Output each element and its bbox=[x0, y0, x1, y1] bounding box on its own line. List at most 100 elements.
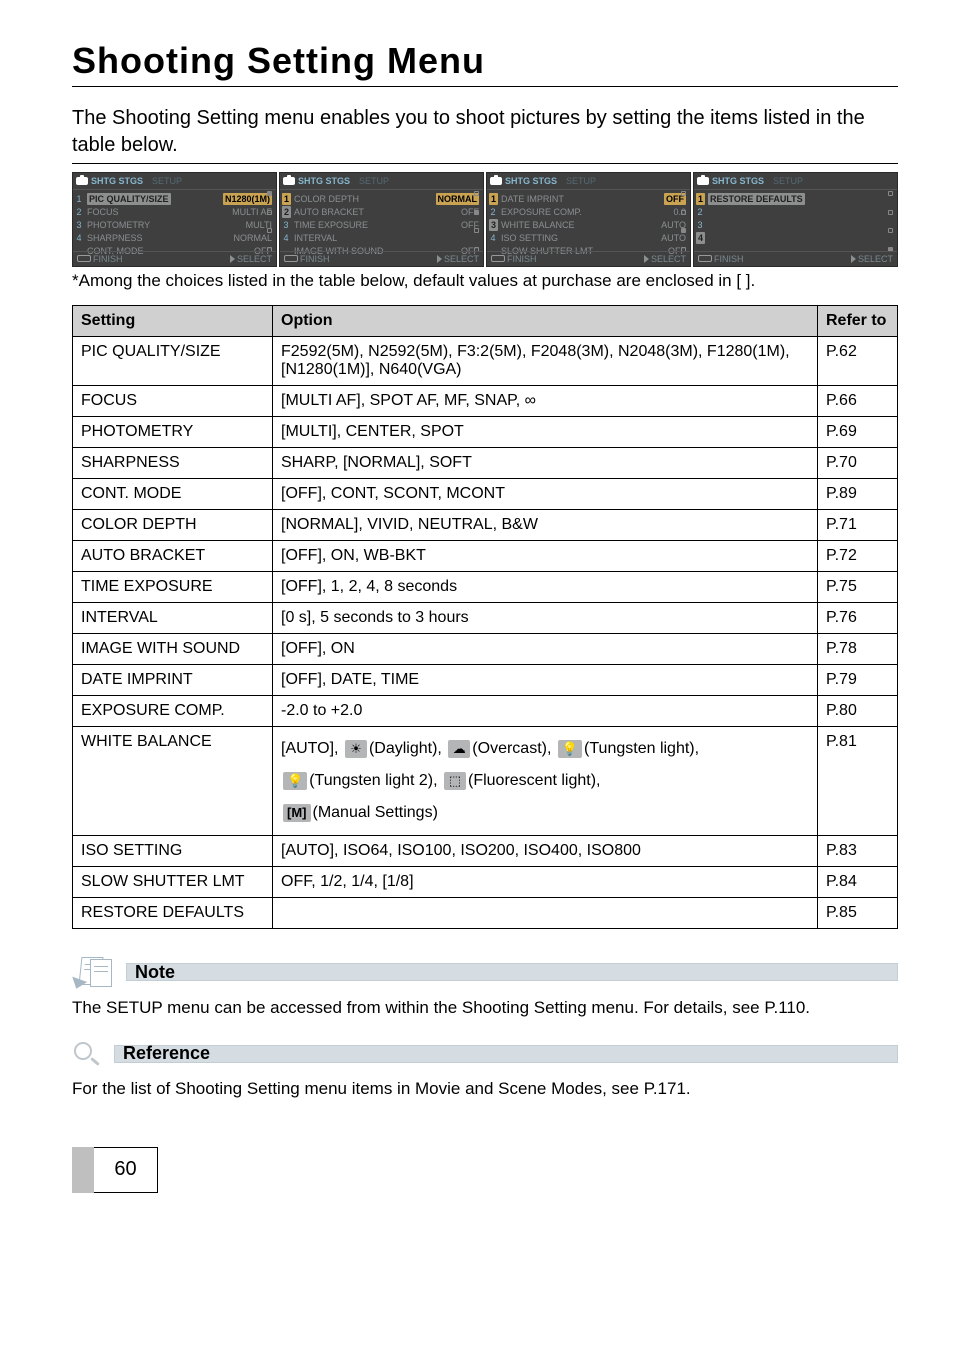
cell-refer: P.78 bbox=[818, 634, 898, 665]
screenshot-strip: SHTG STGS SETUP 1PIC QUALITY/SIZEN1280(1… bbox=[72, 172, 898, 267]
cell-option: [AUTO], ☀(Daylight), ☁(Overcast), 💡(Tung… bbox=[273, 727, 818, 836]
footer-select: SELECT bbox=[644, 253, 686, 265]
screen-title: SHTG STGS bbox=[298, 175, 350, 187]
table-row: INTERVAL [0 s], 5 seconds to 3 hours P.7… bbox=[73, 603, 898, 634]
cell-option: SHARP, [NORMAL], SOFT bbox=[273, 448, 818, 479]
table-row: ISO SETTING [AUTO], ISO64, ISO100, ISO20… bbox=[73, 836, 898, 867]
cell-setting: IMAGE WITH SOUND bbox=[73, 634, 273, 665]
cell-option: [0 s], 5 seconds to 3 hours bbox=[273, 603, 818, 634]
screen-row: 4INTERVAL bbox=[282, 231, 479, 244]
cell-option: [OFF], 1, 2, 4, 8 seconds bbox=[273, 572, 818, 603]
cell-refer: P.70 bbox=[818, 448, 898, 479]
screen-header: SHTG STGS SETUP bbox=[73, 173, 276, 190]
cell-setting: SHARPNESS bbox=[73, 448, 273, 479]
reference-icon bbox=[72, 1040, 106, 1068]
th-option: Option bbox=[273, 306, 818, 337]
footer-finish: FINISH bbox=[77, 253, 123, 265]
screen-row: 1COLOR DEPTHNORMAL bbox=[282, 192, 479, 205]
cell-refer: P.81 bbox=[818, 727, 898, 836]
screen-row: 1PIC QUALITY/SIZEN1280(1M) bbox=[75, 192, 272, 205]
cell-setting: WHITE BALANCE bbox=[73, 727, 273, 836]
cell-setting: DATE IMPRINT bbox=[73, 665, 273, 696]
cell-refer: P.66 bbox=[818, 386, 898, 417]
screen-header: SHTG STGS SETUP bbox=[694, 173, 897, 190]
overcast-icon: ☁ bbox=[448, 740, 470, 758]
screen-footer: FINISH SELECT bbox=[73, 251, 276, 266]
note-block: Note bbox=[72, 957, 898, 987]
defaults-caption: *Among the choices listed in the table b… bbox=[72, 271, 898, 291]
cell-option: [MULTI], CENTER, SPOT bbox=[273, 417, 818, 448]
cell-setting: RESTORE DEFAULTS bbox=[73, 898, 273, 929]
cell-setting: INTERVAL bbox=[73, 603, 273, 634]
screen-subtitle: SETUP bbox=[359, 175, 389, 187]
table-row: SLOW SHUTTER LMT OFF, 1/2, 1/4, [1/8] P.… bbox=[73, 867, 898, 898]
table-row: DATE IMPRINT [OFF], DATE, TIME P.79 bbox=[73, 665, 898, 696]
reference-heading: Reference bbox=[114, 1045, 898, 1063]
cell-setting: ISO SETTING bbox=[73, 836, 273, 867]
cell-refer: P.71 bbox=[818, 510, 898, 541]
table-row: FOCUS [MULTI AF], SPOT AF, MF, SNAP, ∞ P… bbox=[73, 386, 898, 417]
cell-refer: P.89 bbox=[818, 479, 898, 510]
table-row: COLOR DEPTH [NORMAL], VIVID, NEUTRAL, B&… bbox=[73, 510, 898, 541]
screen-header: SHTG STGS SETUP bbox=[487, 173, 690, 190]
screen-footer: FINISH SELECT bbox=[694, 251, 897, 266]
screen-row: 2 bbox=[696, 205, 893, 218]
screen-row: 2EXPOSURE COMP.0.0 bbox=[489, 205, 686, 218]
cell-refer: P.80 bbox=[818, 696, 898, 727]
screen-row: 2AUTO BRACKETOFF bbox=[282, 205, 479, 218]
cell-setting: CONT. MODE bbox=[73, 479, 273, 510]
footer-select: SELECT bbox=[230, 253, 272, 265]
note-text: The SETUP menu can be accessed from with… bbox=[72, 997, 898, 1020]
screen-row: 4ISO SETTINGAUTO bbox=[489, 231, 686, 244]
screen-row: 3WHITE BALANCEAUTO bbox=[489, 218, 686, 231]
reference-text: For the list of Shooting Setting menu it… bbox=[72, 1078, 898, 1101]
screen-footer: FINISH SELECT bbox=[487, 251, 690, 266]
page-number: 60 bbox=[94, 1147, 158, 1193]
scroll-indicator bbox=[265, 191, 273, 252]
cell-refer: P.79 bbox=[818, 665, 898, 696]
screen-header: SHTG STGS SETUP bbox=[280, 173, 483, 190]
manual-icon: [M] bbox=[283, 804, 311, 822]
page-tab bbox=[72, 1147, 94, 1193]
cell-setting: SLOW SHUTTER LMT bbox=[73, 867, 273, 898]
footer-finish: FINISH bbox=[284, 253, 330, 265]
screen-title: SHTG STGS bbox=[712, 175, 764, 187]
cell-option: OFF, 1/2, 1/4, [1/8] bbox=[273, 867, 818, 898]
page-footer: 60 bbox=[72, 1147, 898, 1193]
footer-select: SELECT bbox=[437, 253, 479, 265]
intro-paragraph: The Shooting Setting menu enables you to… bbox=[72, 105, 898, 164]
cell-refer: P.62 bbox=[818, 337, 898, 386]
cell-option: [NORMAL], VIVID, NEUTRAL, B&W bbox=[273, 510, 818, 541]
screen-subtitle: SETUP bbox=[566, 175, 596, 187]
cell-option: -2.0 to +2.0 bbox=[273, 696, 818, 727]
screen-row: 4SHARPNESSNORMAL bbox=[75, 231, 272, 244]
camera-icon bbox=[283, 177, 295, 185]
screen-subtitle: SETUP bbox=[773, 175, 803, 187]
title-rule bbox=[72, 86, 898, 87]
table-row: IMAGE WITH SOUND [OFF], ON P.78 bbox=[73, 634, 898, 665]
screen-row: 2FOCUSMULTI AF bbox=[75, 205, 272, 218]
camera-icon bbox=[697, 177, 709, 185]
camera-icon bbox=[76, 177, 88, 185]
note-heading: Note bbox=[126, 963, 898, 981]
cell-option: [MULTI AF], SPOT AF, MF, SNAP, ∞ bbox=[273, 386, 818, 417]
scroll-indicator bbox=[472, 191, 480, 252]
cell-setting: FOCUS bbox=[73, 386, 273, 417]
screen-title: SHTG STGS bbox=[91, 175, 143, 187]
note-icon bbox=[72, 957, 116, 987]
page-title: Shooting Setting Menu bbox=[72, 40, 898, 82]
table-row: PHOTOMETRY [MULTI], CENTER, SPOT P.69 bbox=[73, 417, 898, 448]
footer-finish: FINISH bbox=[698, 253, 744, 265]
lcd-screenshot: SHTG STGS SETUP 1PIC QUALITY/SIZEN1280(1… bbox=[72, 172, 277, 267]
cell-refer: P.72 bbox=[818, 541, 898, 572]
screen-subtitle: SETUP bbox=[152, 175, 182, 187]
table-row-white-balance: WHITE BALANCE [AUTO], ☀(Daylight), ☁(Ove… bbox=[73, 727, 898, 836]
cell-refer: P.83 bbox=[818, 836, 898, 867]
fluorescent-icon: ⬚ bbox=[444, 772, 466, 790]
screen-row: 4 bbox=[696, 231, 893, 244]
cell-option: [OFF], ON, WB-BKT bbox=[273, 541, 818, 572]
cell-option: [OFF], ON bbox=[273, 634, 818, 665]
cell-option bbox=[273, 898, 818, 929]
footer-finish: FINISH bbox=[491, 253, 537, 265]
cell-setting: AUTO BRACKET bbox=[73, 541, 273, 572]
